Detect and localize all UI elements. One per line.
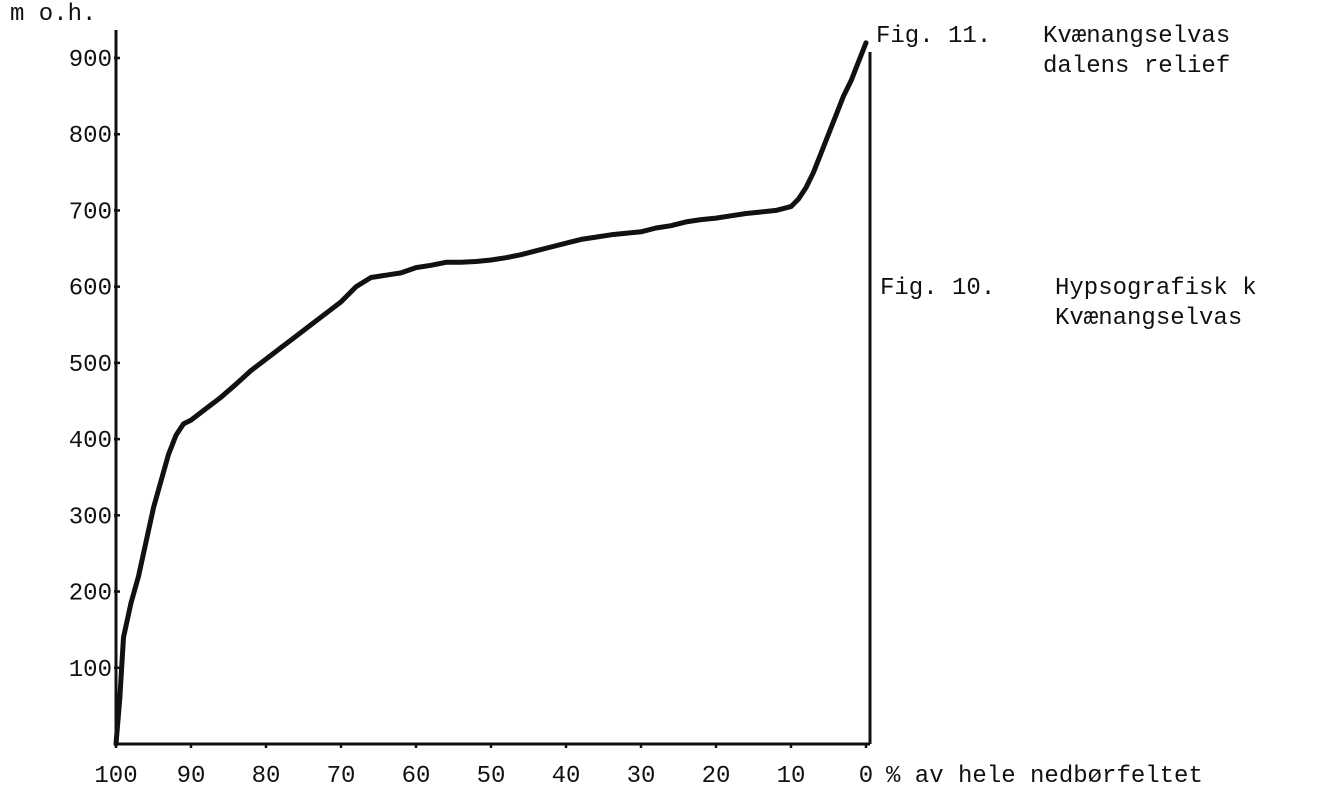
x-tick-label: 60 <box>402 763 431 788</box>
x-tick-label: 30 <box>627 763 656 788</box>
y-tick-group: 100 200 300 400 500 600 700 800 900 <box>69 47 120 684</box>
y-tick-label: 400 <box>69 428 112 455</box>
x-tick-group: 100 90 80 70 60 50 40 30 20 10 0 <box>94 744 873 788</box>
x-tick-label: 100 <box>94 763 137 788</box>
y-tick-label: 800 <box>69 123 112 150</box>
caption-fig-11-line-1: Kvænangselvas <box>1043 23 1230 50</box>
y-tick-label: 100 <box>69 657 112 684</box>
x-tick-label: 0 <box>859 763 873 788</box>
x-tick-label: 40 <box>552 763 581 788</box>
x-axis-label: % av hele nedbørfeltet <box>886 763 1203 788</box>
caption-fig-10: Fig. 10. Hypsografisk k Kvænangselvas <box>880 275 1257 332</box>
y-tick-label: 900 <box>69 47 112 74</box>
caption-fig-10-number: Fig. 10. <box>880 275 995 302</box>
y-axis-label: m o.h. <box>10 1 96 28</box>
axes <box>114 30 872 746</box>
caption-fig-10-line-1: Hypsografisk k <box>1055 275 1257 302</box>
caption-fig-11: Fig. 11. Kvænangselvas dalens relief <box>876 23 1230 80</box>
y-tick-label: 300 <box>69 504 112 531</box>
caption-fig-10-line-2: Kvænangselvas <box>1055 305 1242 332</box>
hypsographic-curve <box>113 40 869 747</box>
caption-fig-11-line-2: dalens relief <box>1043 53 1230 80</box>
y-tick-label: 700 <box>69 199 112 226</box>
x-tick-label: 70 <box>327 763 356 788</box>
x-tick-label: 80 <box>252 763 281 788</box>
x-tick-label: 50 <box>477 763 506 788</box>
y-tick-label: 600 <box>69 276 112 303</box>
x-tick-label: 20 <box>702 763 731 788</box>
caption-fig-11-number: Fig. 11. <box>876 23 991 50</box>
x-tick-label: 10 <box>777 763 806 788</box>
y-tick-label: 200 <box>69 581 112 608</box>
y-tick-label: 500 <box>69 352 112 379</box>
x-tick-label: 90 <box>177 763 206 788</box>
